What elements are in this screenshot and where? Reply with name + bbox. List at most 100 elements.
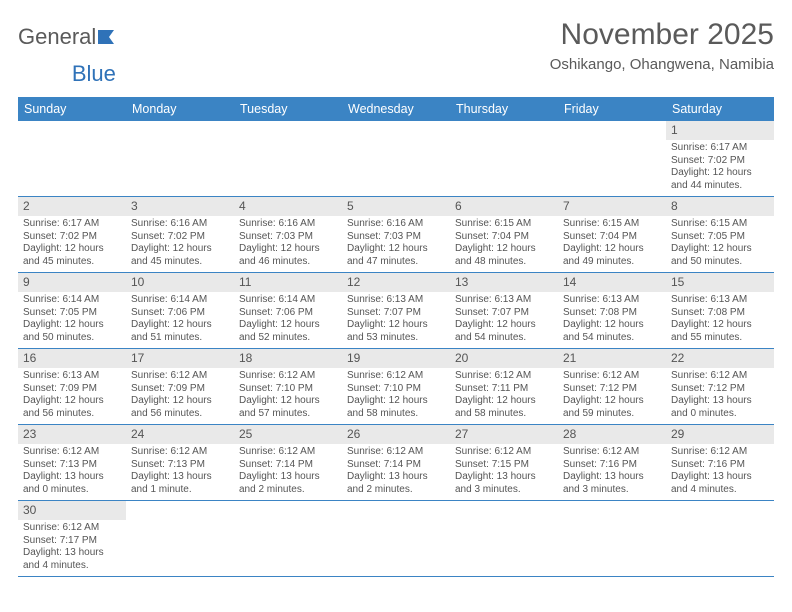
day-cell: 21Sunrise: 6:12 AMSunset: 7:12 PMDayligh… [558,349,666,424]
weekday-header: Saturday [666,97,774,121]
day-details: Sunrise: 6:12 AMSunset: 7:13 PMDaylight:… [126,444,234,500]
day-cell: 13Sunrise: 6:13 AMSunset: 7:07 PMDayligh… [450,273,558,348]
day-number: 23 [18,425,126,444]
day-cell: 25Sunrise: 6:12 AMSunset: 7:14 PMDayligh… [234,425,342,500]
day-details: Sunrise: 6:13 AMSunset: 7:07 PMDaylight:… [450,292,558,348]
day-cell: 29Sunrise: 6:12 AMSunset: 7:16 PMDayligh… [666,425,774,500]
day-number: 28 [558,425,666,444]
day-cell: 0 [666,501,774,576]
day-cell: 30Sunrise: 6:12 AMSunset: 7:17 PMDayligh… [18,501,126,576]
day-number: 14 [558,273,666,292]
day-details: Sunrise: 6:15 AMSunset: 7:05 PMDaylight:… [666,216,774,272]
day-cell: 0 [558,501,666,576]
day-cell: 9Sunrise: 6:14 AMSunset: 7:05 PMDaylight… [18,273,126,348]
logo-text-b: Blue [72,61,116,87]
day-number: 30 [18,501,126,520]
logo: General [18,18,120,50]
week-row: 9Sunrise: 6:14 AMSunset: 7:05 PMDaylight… [18,273,774,349]
day-details: Sunrise: 6:15 AMSunset: 7:04 PMDaylight:… [450,216,558,272]
day-details: Sunrise: 6:12 AMSunset: 7:12 PMDaylight:… [666,368,774,424]
day-cell: 0 [450,501,558,576]
day-details: Sunrise: 6:12 AMSunset: 7:10 PMDaylight:… [234,368,342,424]
day-number: 5 [342,197,450,216]
location-subtitle: Oshikango, Ohangwena, Namibia [550,56,774,73]
day-number: 6 [450,197,558,216]
day-details: Sunrise: 6:12 AMSunset: 7:16 PMDaylight:… [558,444,666,500]
calendar: SundayMondayTuesdayWednesdayThursdayFrid… [18,97,774,577]
day-cell: 5Sunrise: 6:16 AMSunset: 7:03 PMDaylight… [342,197,450,272]
day-number: 10 [126,273,234,292]
day-details: Sunrise: 6:13 AMSunset: 7:08 PMDaylight:… [558,292,666,348]
day-cell: 18Sunrise: 6:12 AMSunset: 7:10 PMDayligh… [234,349,342,424]
day-cell: 0 [18,121,126,196]
day-number: 11 [234,273,342,292]
day-number: 21 [558,349,666,368]
day-cell: 14Sunrise: 6:13 AMSunset: 7:08 PMDayligh… [558,273,666,348]
day-details: Sunrise: 6:12 AMSunset: 7:12 PMDaylight:… [558,368,666,424]
day-cell: 2Sunrise: 6:17 AMSunset: 7:02 PMDaylight… [18,197,126,272]
day-details: Sunrise: 6:16 AMSunset: 7:02 PMDaylight:… [126,216,234,272]
weekday-header-row: SundayMondayTuesdayWednesdayThursdayFrid… [18,97,774,121]
day-details: Sunrise: 6:14 AMSunset: 7:05 PMDaylight:… [18,292,126,348]
day-number: 8 [666,197,774,216]
day-details: Sunrise: 6:14 AMSunset: 7:06 PMDaylight:… [234,292,342,348]
day-number: 17 [126,349,234,368]
logo-text-a: General [18,24,96,50]
day-cell: 11Sunrise: 6:14 AMSunset: 7:06 PMDayligh… [234,273,342,348]
day-cell: 0 [558,121,666,196]
day-cell: 28Sunrise: 6:12 AMSunset: 7:16 PMDayligh… [558,425,666,500]
day-cell: 8Sunrise: 6:15 AMSunset: 7:05 PMDaylight… [666,197,774,272]
day-details: Sunrise: 6:13 AMSunset: 7:07 PMDaylight:… [342,292,450,348]
day-cell: 0 [342,501,450,576]
day-cell: 0 [126,121,234,196]
day-number: 1 [666,121,774,140]
day-details: Sunrise: 6:12 AMSunset: 7:17 PMDaylight:… [18,520,126,576]
day-cell: 0 [126,501,234,576]
day-details: Sunrise: 6:12 AMSunset: 7:10 PMDaylight:… [342,368,450,424]
day-number: 18 [234,349,342,368]
day-number: 2 [18,197,126,216]
day-details: Sunrise: 6:14 AMSunset: 7:06 PMDaylight:… [126,292,234,348]
day-details: Sunrise: 6:12 AMSunset: 7:14 PMDaylight:… [342,444,450,500]
day-cell: 10Sunrise: 6:14 AMSunset: 7:06 PMDayligh… [126,273,234,348]
day-cell: 23Sunrise: 6:12 AMSunset: 7:13 PMDayligh… [18,425,126,500]
day-number: 4 [234,197,342,216]
day-details: Sunrise: 6:12 AMSunset: 7:13 PMDaylight:… [18,444,126,500]
day-number: 13 [450,273,558,292]
weekday-header: Tuesday [234,97,342,121]
day-number: 9 [18,273,126,292]
day-cell: 3Sunrise: 6:16 AMSunset: 7:02 PMDaylight… [126,197,234,272]
week-row: 30Sunrise: 6:12 AMSunset: 7:17 PMDayligh… [18,501,774,577]
day-details: Sunrise: 6:12 AMSunset: 7:16 PMDaylight:… [666,444,774,500]
weekday-header: Friday [558,97,666,121]
day-number: 27 [450,425,558,444]
day-details: Sunrise: 6:12 AMSunset: 7:09 PMDaylight:… [126,368,234,424]
day-number: 26 [342,425,450,444]
day-details: Sunrise: 6:17 AMSunset: 7:02 PMDaylight:… [18,216,126,272]
day-cell: 20Sunrise: 6:12 AMSunset: 7:11 PMDayligh… [450,349,558,424]
day-number: 24 [126,425,234,444]
day-cell: 12Sunrise: 6:13 AMSunset: 7:07 PMDayligh… [342,273,450,348]
week-row: 23Sunrise: 6:12 AMSunset: 7:13 PMDayligh… [18,425,774,501]
day-cell: 0 [234,121,342,196]
day-number: 3 [126,197,234,216]
day-number: 20 [450,349,558,368]
day-number: 22 [666,349,774,368]
day-details: Sunrise: 6:15 AMSunset: 7:04 PMDaylight:… [558,216,666,272]
day-cell: 4Sunrise: 6:16 AMSunset: 7:03 PMDaylight… [234,197,342,272]
week-row: 0 0 0 0 0 0 1Sunrise: 6:17 AMSunset: 7:0… [18,121,774,197]
title-block: November 2025 Oshikango, Ohangwena, Nami… [550,18,774,73]
day-cell: 0 [342,121,450,196]
day-details: Sunrise: 6:12 AMSunset: 7:15 PMDaylight:… [450,444,558,500]
weekday-header: Monday [126,97,234,121]
day-number: 12 [342,273,450,292]
day-cell: 0 [234,501,342,576]
flag-icon [98,28,120,46]
page-title: November 2025 [550,18,774,52]
day-number: 7 [558,197,666,216]
weekday-header: Sunday [18,97,126,121]
day-cell: 6Sunrise: 6:15 AMSunset: 7:04 PMDaylight… [450,197,558,272]
weekday-header: Wednesday [342,97,450,121]
day-details: Sunrise: 6:16 AMSunset: 7:03 PMDaylight:… [234,216,342,272]
day-cell: 0 [450,121,558,196]
